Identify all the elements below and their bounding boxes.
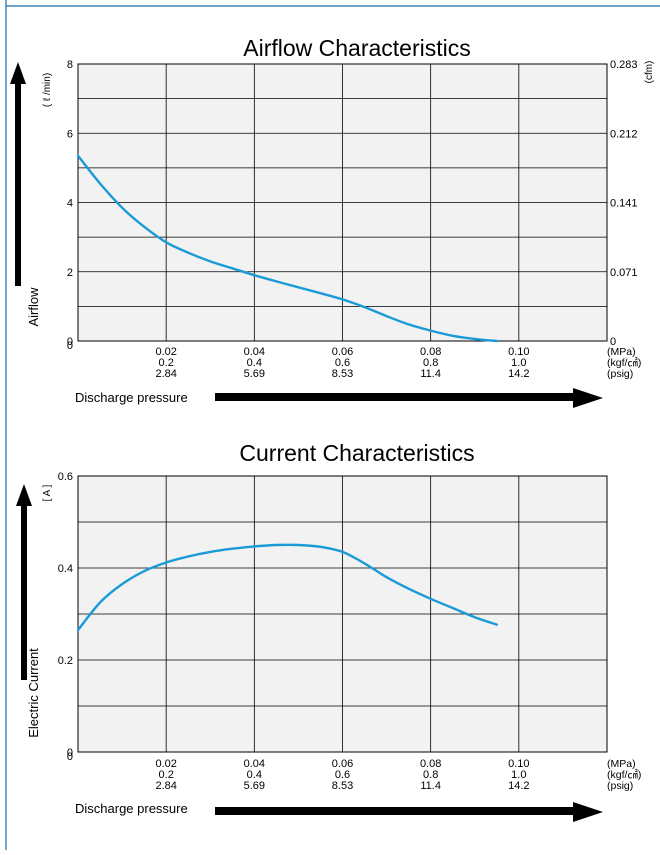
- x-tick-label: 0.8: [423, 357, 438, 369]
- y-tick-label: 2: [67, 267, 73, 279]
- y-tick-label-zero-origin: 0: [67, 751, 73, 763]
- current-chart-title: Current Characteristics: [239, 440, 474, 466]
- y-right-tick-label: 0.071: [610, 267, 638, 279]
- x-tick-label: 0.8: [423, 769, 438, 781]
- x-tick-label: 0.10: [508, 758, 529, 770]
- airflow-chart-title: Airflow Characteristics: [243, 35, 471, 61]
- x-tick-label: 1.0: [511, 357, 526, 369]
- x-tick-label: 0.4: [247, 769, 262, 781]
- x-tick-label: 5.69: [244, 368, 265, 380]
- x-tick-label: 8.53: [332, 780, 353, 792]
- current-y-label: Electric Current: [26, 648, 41, 738]
- arrow-head: [16, 484, 32, 506]
- x-tick-label: 0.6: [335, 357, 350, 369]
- plot-border: [77, 63, 608, 342]
- y-tick-label: 6: [67, 128, 73, 140]
- y-right-tick-label: 0.212: [610, 128, 638, 140]
- arrow-shaft: [15, 82, 21, 286]
- y-tick-label-zero-origin: 0: [67, 340, 73, 352]
- x-tick-label: 0.04: [244, 346, 265, 358]
- y-tick-label: 0.6: [58, 471, 73, 483]
- x-unit-label: (psig): [607, 780, 633, 792]
- airflow-y-unit: ( ℓ /min): [42, 73, 53, 107]
- x-tick-label: 0.10: [508, 346, 529, 358]
- series-line: [76, 154, 498, 343]
- current-plot-area: [76, 475, 608, 753]
- y-tick-label: 4: [67, 198, 73, 210]
- x-tick-label: 0.06: [332, 758, 353, 770]
- current-x-axis: 0.02 0.04 0.06 0.08 0.10 0.2 0.4 0.6 0.8 1.0 2.84 5…: [67, 751, 642, 792]
- airflow-y-axis-right: 0 0.071 0.141 0.212 0.283: [610, 59, 638, 348]
- airflow-plot-area: [76, 63, 608, 343]
- plot-border: [77, 475, 608, 753]
- x-unit-label: (psig): [607, 368, 633, 380]
- current-x-label: Discharge pressure: [75, 801, 188, 816]
- series-line: [76, 543, 498, 632]
- current-y-arrow: [16, 484, 32, 680]
- y-right-tick-label: 0: [610, 336, 616, 348]
- y-right-tick-label: 0.141: [610, 198, 638, 210]
- x-tick-label: 0.2: [159, 769, 174, 781]
- x-tick-label: 11.4: [420, 368, 441, 380]
- x-tick-label: 11.4: [420, 780, 441, 792]
- current-y-axis: 0 0.2 0.4 0.6: [58, 471, 73, 759]
- x-tick-label: 0.04: [244, 758, 265, 770]
- x-tick-label: 2.84: [155, 780, 176, 792]
- current-x-arrow: [215, 802, 603, 822]
- page-frame: [5, 0, 660, 850]
- y-tick-label: 8: [67, 59, 73, 71]
- y-tick-label: 0.4: [58, 563, 73, 575]
- x-tick-label: 0.4: [247, 357, 262, 369]
- x-tick-label: 0.08: [420, 758, 441, 770]
- x-tick-label: 8.53: [332, 368, 353, 380]
- x-tick-label: 1.0: [511, 769, 526, 781]
- x-unit-label: (kgf/㎠): [607, 769, 641, 781]
- current-y-unit: [ A ]: [42, 484, 53, 501]
- x-tick-label: 0.2: [159, 357, 174, 369]
- y-tick-label: 0.2: [58, 655, 73, 667]
- airflow-y-label: Airflow: [26, 287, 41, 327]
- airflow-x-label: Discharge pressure: [75, 390, 188, 405]
- arrow-wedge: [215, 388, 603, 408]
- x-tick-label: 0.02: [155, 346, 176, 358]
- x-tick-label: 14.2: [508, 780, 529, 792]
- y-tick-label: 0: [67, 747, 73, 759]
- x-tick-label: 0.6: [335, 769, 350, 781]
- x-unit-label: (MPa): [607, 758, 636, 770]
- x-tick-label: 0.08: [420, 346, 441, 358]
- x-tick-label: 5.69: [244, 780, 265, 792]
- x-tick-label: 2.84: [155, 368, 176, 380]
- y-tick-label: 0: [67, 336, 73, 348]
- airflow-x-axis: 0.02 0.04 0.06 0.08 0.10 0.2 0.4 0.6 0.8 1.0 2.84 5…: [67, 340, 642, 380]
- airflow-y-arrow: [10, 62, 26, 286]
- x-unit-label: (MPa): [607, 346, 636, 358]
- airflow-y-axis: 0 2 4 6 8: [67, 59, 73, 348]
- airflow-y-right-unit: (cfm): [644, 61, 655, 84]
- x-tick-label: 0.06: [332, 346, 353, 358]
- x-tick-label: 14.2: [508, 368, 529, 380]
- y-right-tick-label: 0.283: [610, 59, 638, 71]
- arrow-head: [10, 62, 26, 84]
- arrow-shaft: [21, 504, 27, 680]
- x-tick-label: 0.02: [155, 758, 176, 770]
- airflow-chart: Airflow Characteristics Airflow ( ℓ /min…: [10, 35, 655, 408]
- x-unit-label: (kgf/㎠): [607, 357, 641, 369]
- airflow-x-arrow: [215, 388, 603, 408]
- current-chart: Current Characteristics Electric Current…: [16, 440, 641, 822]
- arrow-wedge: [215, 802, 603, 822]
